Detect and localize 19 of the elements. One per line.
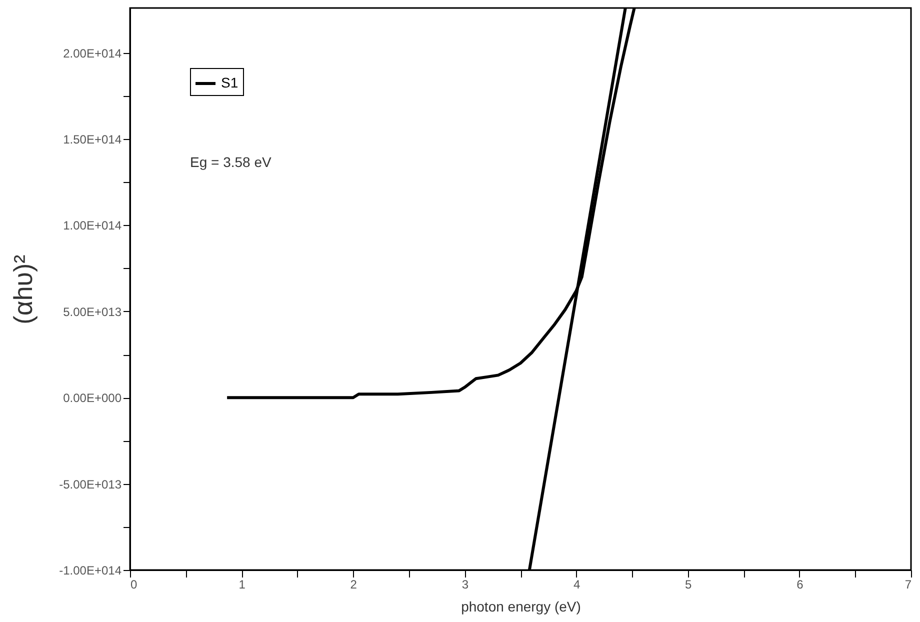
- y-tick-label: -1.00E+014: [59, 564, 122, 578]
- x-tick-label: 0: [130, 578, 138, 592]
- y-tick-label: 1.00E+014: [63, 218, 122, 233]
- x-tick-label: 1: [238, 578, 246, 592]
- x-tick-label: 2: [350, 578, 358, 592]
- x-tick-label: 6: [796, 578, 804, 592]
- legend-label: S1: [221, 74, 238, 90]
- x-tick-label: 3: [462, 578, 469, 592]
- x-tick-label: 7: [904, 578, 912, 592]
- x-tick-label: 4: [573, 578, 580, 592]
- x-tick-label: 5: [685, 578, 692, 592]
- y-axis-title: (αhυ)²: [8, 254, 38, 324]
- x-axis-title: photon energy (eV): [461, 598, 581, 614]
- annotation: Eg = 3.58 eV: [190, 154, 272, 170]
- y-tick-label: -5.00E+013: [59, 477, 122, 492]
- y-tick-label: 2.00E+014: [63, 46, 122, 60]
- y-tick-label: 5.00E+013: [63, 304, 122, 319]
- y-tick-label: 0.00E+000: [63, 391, 122, 406]
- y-tick-label: 1.50E+014: [63, 132, 122, 147]
